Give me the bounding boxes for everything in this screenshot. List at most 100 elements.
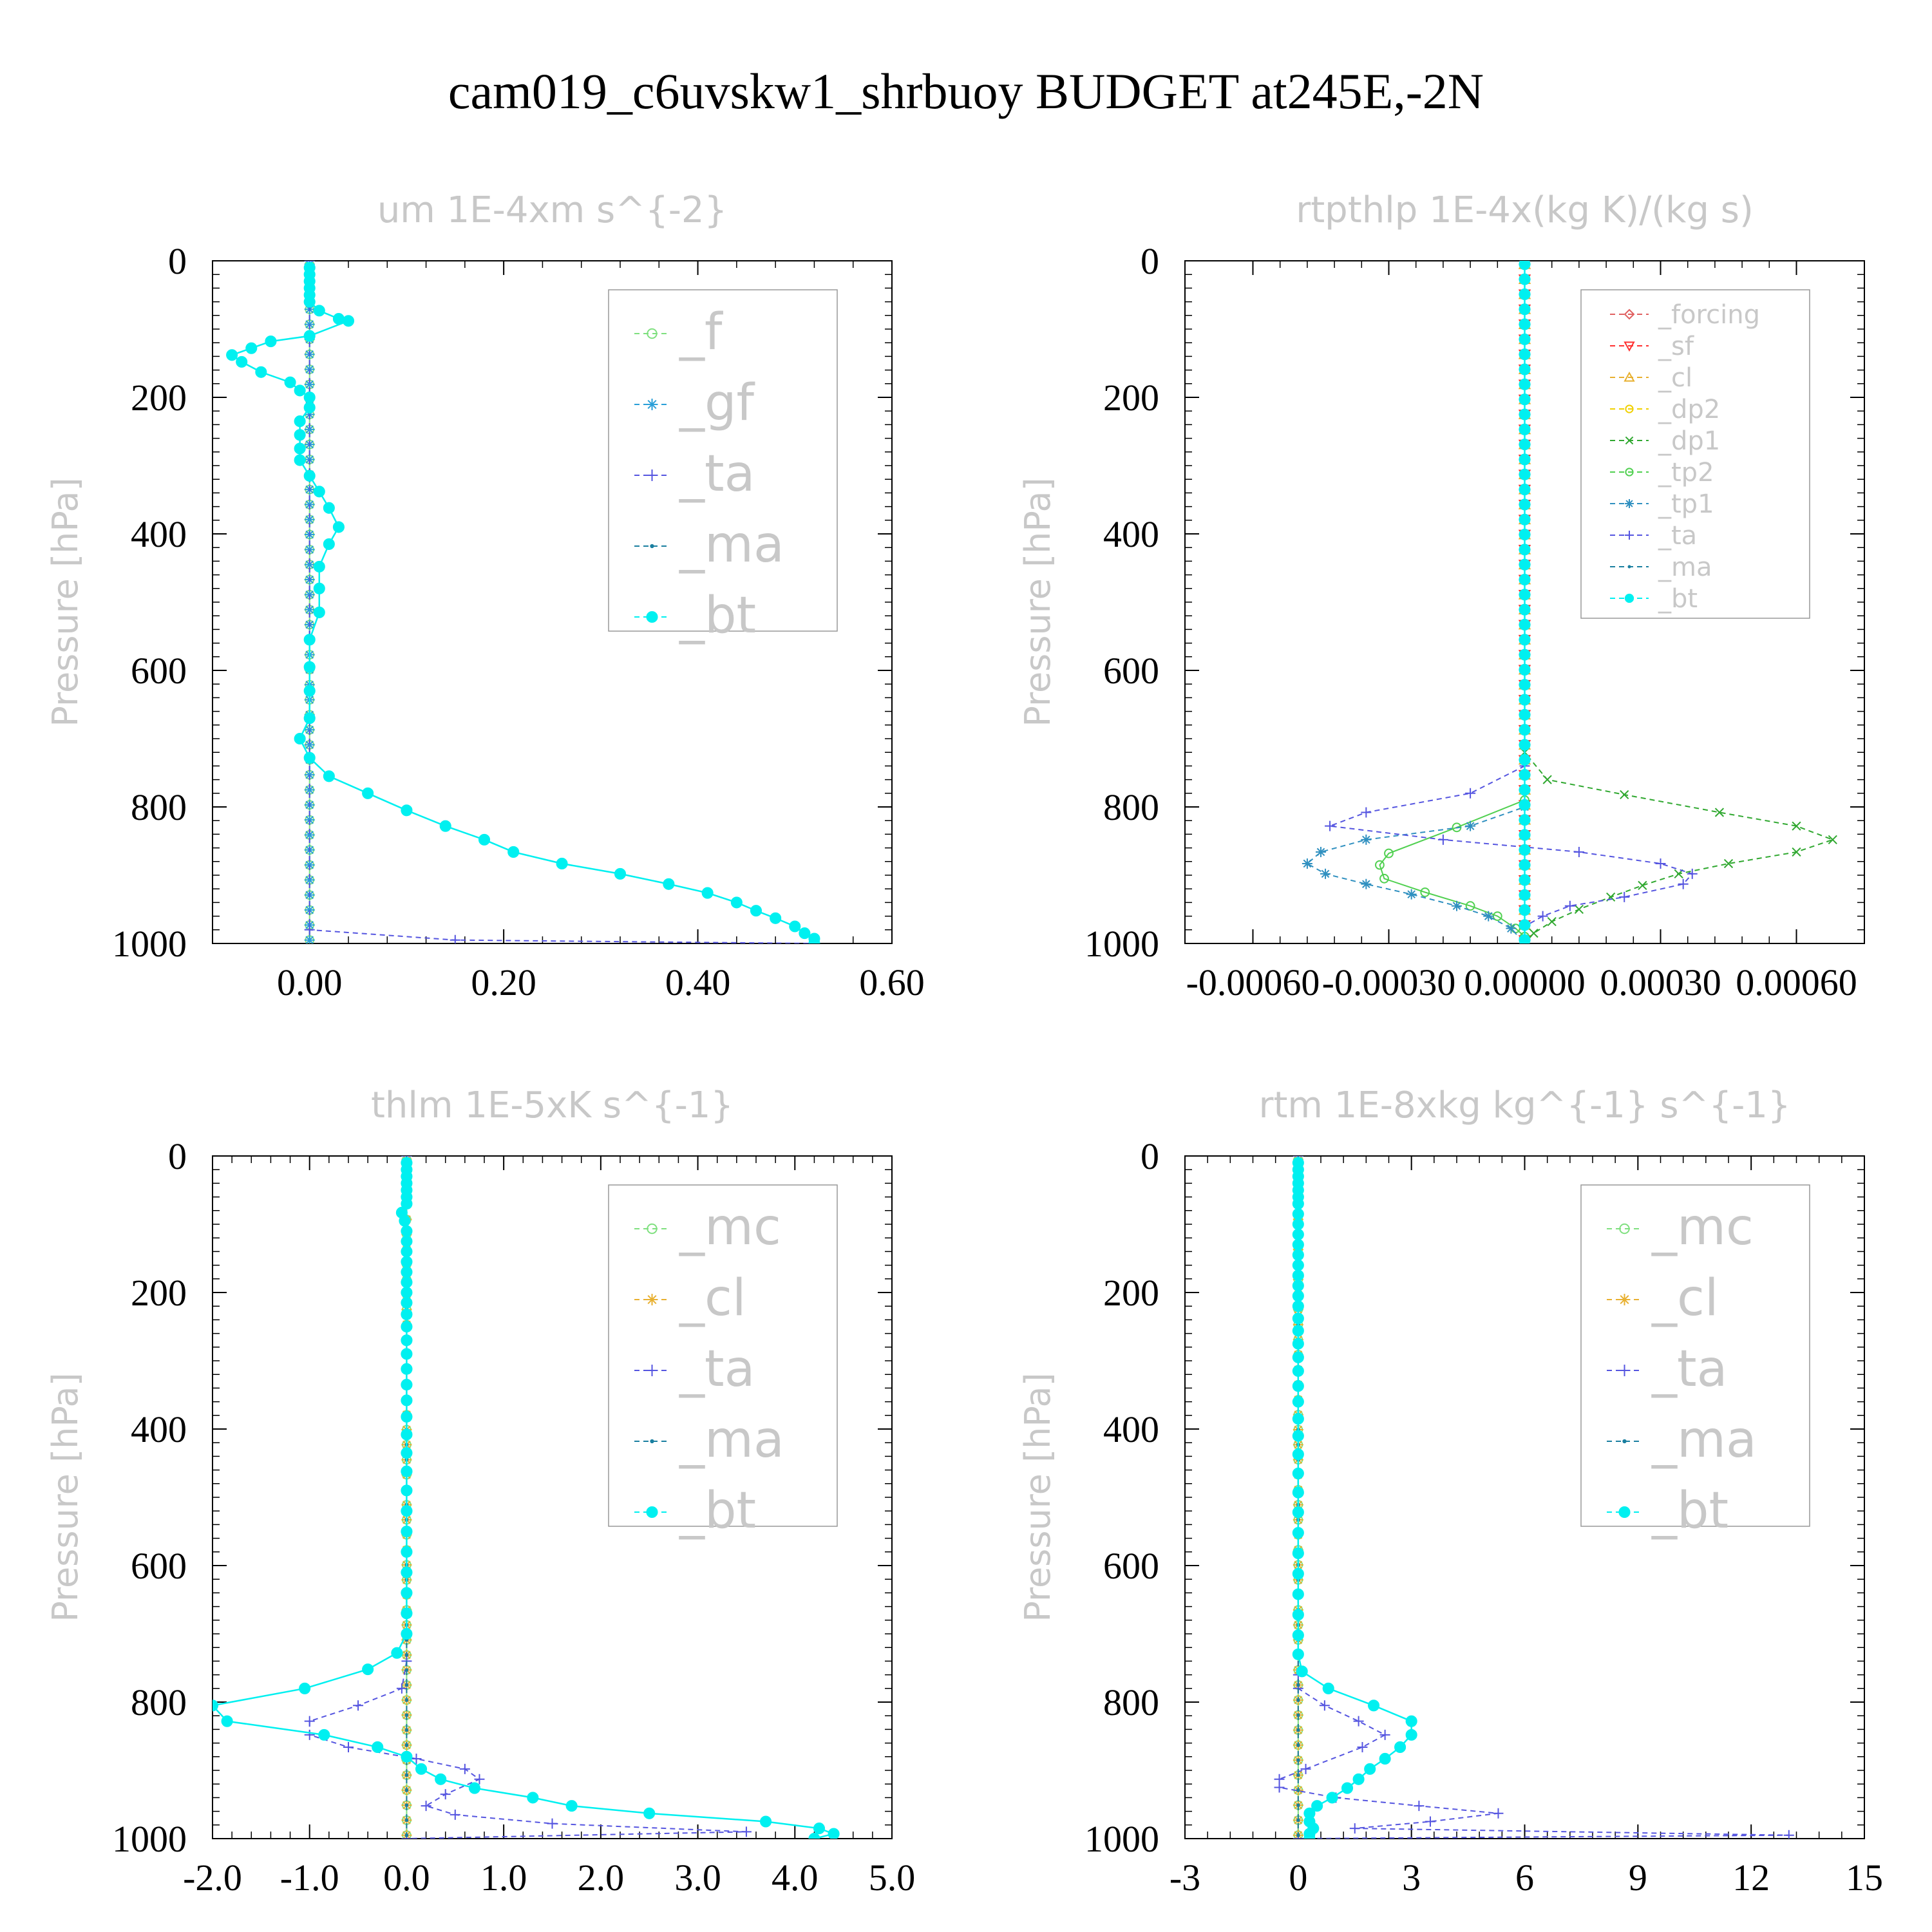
legend-marker (1624, 371, 1635, 382)
series-bt-point (1519, 453, 1531, 466)
legend: _forcing_sf_cl_dp2_dp1_tp2_tp1_ta_ma_bt (1580, 289, 1810, 619)
series-gf-point (304, 739, 315, 750)
series-bt-point (401, 1447, 413, 1459)
x-tick-label: 0 (1289, 1857, 1307, 1899)
series-bt-point (1519, 739, 1531, 751)
series-ta-point (450, 934, 460, 943)
series-bt-point (401, 1245, 413, 1258)
series-bt-point (1519, 649, 1531, 661)
series-bt-point (1292, 1506, 1304, 1519)
series-bt-point (663, 878, 675, 890)
series-ma-point (404, 1713, 409, 1717)
panel-title: thlm 1E-5xK s^{-1} (371, 1084, 734, 1126)
x-tick-label: 12 (1732, 1857, 1770, 1899)
series-bt-point (1519, 288, 1531, 300)
series-ma-point (1296, 1773, 1300, 1777)
series-bt-point (294, 454, 306, 466)
figure-title: cam019_c6uvskw1_shrbuoy BUDGET at245E,-2… (448, 63, 1484, 119)
x-tick-label: 3 (1402, 1857, 1421, 1899)
series-ma-point (1296, 1713, 1300, 1717)
series-bt-point (303, 661, 316, 673)
legend-marker (1625, 436, 1634, 445)
x-tick-label: -0.00060 (1186, 961, 1320, 1003)
series-bt-point (401, 1334, 413, 1347)
chart-panel-um: um 1E-4xm s^{-2} Pressure [hPa] 0 200 400 600… (45, 189, 925, 1003)
series-ta-point (304, 924, 315, 935)
series-ta-point (459, 1763, 470, 1774)
x-tick-label: 9 (1629, 1857, 1647, 1899)
series-bt-point (614, 867, 627, 880)
series-bt-point (294, 429, 306, 441)
series-bt-point (294, 384, 306, 397)
series-bt-point (556, 857, 568, 870)
series-bt-point (1292, 1547, 1304, 1559)
y-tick-label: 0 (1141, 240, 1159, 282)
series-gf-point (304, 379, 315, 390)
series-ma-point (404, 1818, 409, 1823)
series-bt-point (213, 1700, 219, 1712)
legend-marker (1624, 593, 1634, 603)
series-bt-point (1519, 603, 1531, 616)
panel-title: rtpthlp 1E-4x(kg K)/(kg s) (1296, 189, 1754, 231)
series-bt-point (1292, 1325, 1304, 1337)
series-bt-point (401, 1256, 413, 1268)
series-bt-point (303, 752, 316, 764)
series-bt-point (1292, 1198, 1304, 1210)
series-bt-point (323, 770, 335, 782)
series-ta-point (421, 1801, 431, 1812)
series-dp1-point (1792, 821, 1801, 831)
series-ta-point (353, 1700, 364, 1711)
y-tick-label: 0 (168, 240, 187, 282)
series-bt-point (1519, 618, 1531, 631)
series-bt-point (1519, 589, 1531, 601)
series-ta-point (1325, 820, 1336, 831)
series-bt-point (401, 1505, 413, 1517)
series-bt-point (770, 912, 782, 924)
series-tp2-line (1379, 261, 1526, 943)
series-ta-point (1300, 1763, 1311, 1774)
series-bt-point (808, 937, 820, 943)
y-tick-label: 1000 (112, 1818, 187, 1860)
legend-label: _ma (1658, 553, 1712, 582)
y-axis-label: Pressure [hPa] (1018, 477, 1058, 726)
y-tick-label: 600 (1103, 1545, 1159, 1587)
chart-panel-rtm: rtm 1E-8xkg kg^{-1} s^{-1} Pressure [hPa]… (1018, 1084, 1883, 1899)
series-gf-point (304, 604, 315, 615)
legend-label: _ma (679, 516, 784, 574)
series-bt-point (1519, 889, 1531, 901)
series-bt-point (1292, 1280, 1304, 1292)
series-ma-point (404, 1803, 409, 1807)
series-bt-point (1519, 423, 1531, 435)
series-bt-point (1519, 363, 1531, 375)
y-axis-label: Pressure [hPa] (45, 477, 86, 726)
series-bt-point (730, 896, 743, 909)
y-axis-label: Pressure [hPa] (45, 1372, 86, 1622)
series-bt-point (1519, 529, 1531, 541)
series-bt-point (401, 1410, 413, 1423)
y-tick-label: 400 (1103, 513, 1159, 555)
series-ta-point (343, 1741, 354, 1752)
series-bt-point (294, 442, 306, 455)
series-bt-point (1292, 1228, 1304, 1240)
series-tp1-point (1361, 878, 1372, 889)
legend-label: _bt (1658, 584, 1698, 614)
series-bt-point (226, 349, 238, 361)
series-ta-point (1619, 891, 1630, 902)
series-bt-point (643, 1807, 656, 1819)
series-bt-point (1519, 333, 1531, 345)
y-tick-label: 800 (1103, 1681, 1159, 1723)
series-bt-point (1519, 859, 1531, 871)
chart-panel-rtpthlp: rtpthlp 1E-4x(kg K)/(kg s) Pressure [hPa]… (1018, 189, 1865, 1003)
series-bt-point (1519, 679, 1531, 691)
series-bt-point (401, 1286, 413, 1299)
series-bt-point (1292, 1218, 1304, 1231)
series-bt-point (1292, 1567, 1304, 1580)
series-dp1-point (1674, 869, 1683, 878)
legend-box (608, 1184, 838, 1527)
series-bt-point (1519, 694, 1531, 706)
y-tick-label: 400 (1103, 1408, 1159, 1450)
series-bt-point (1292, 1396, 1304, 1408)
series-bt-point (323, 538, 335, 550)
series-bt-point (1292, 1238, 1304, 1251)
series-bt-point (401, 1627, 413, 1640)
